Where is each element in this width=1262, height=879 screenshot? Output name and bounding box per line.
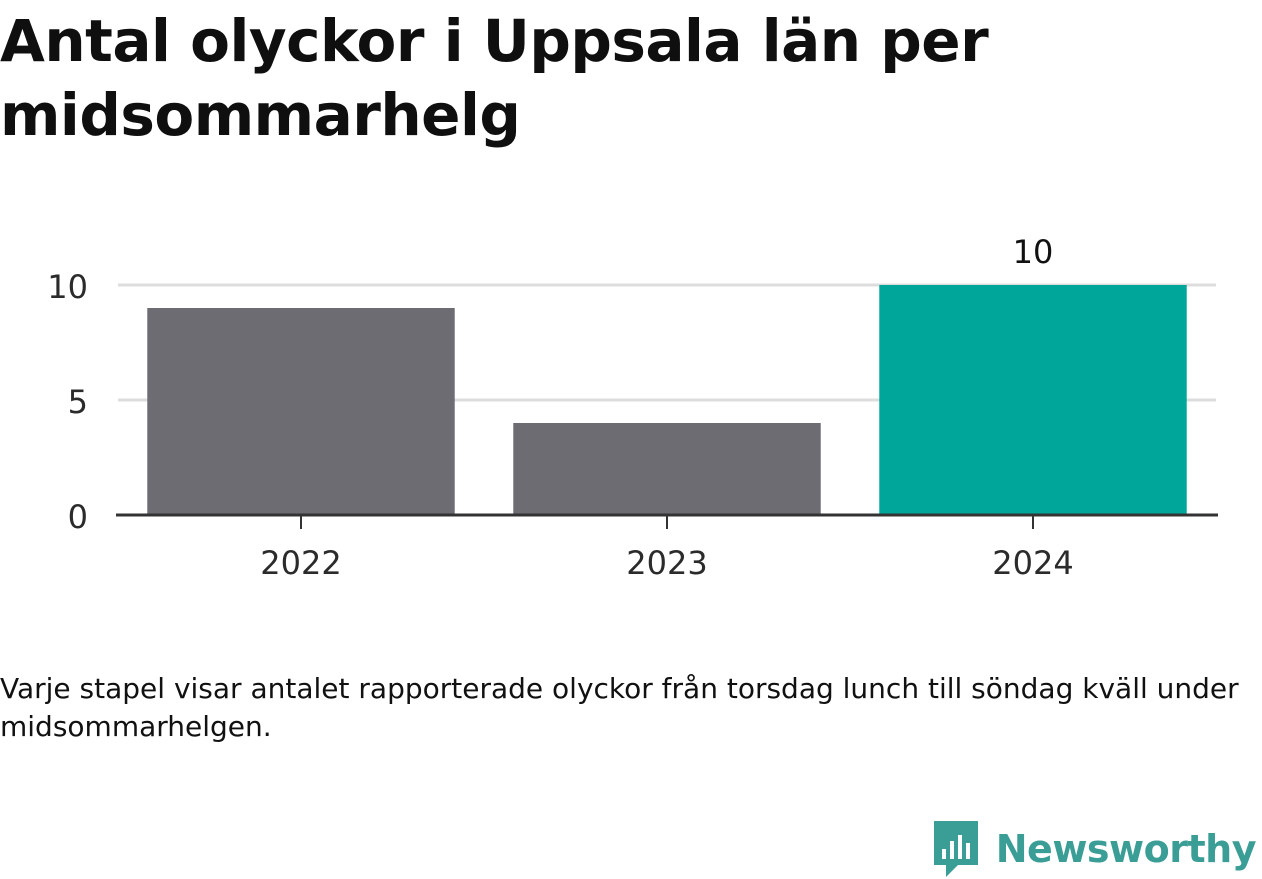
y-tick-label-0: 0 — [68, 498, 88, 536]
y-tick-label-5: 5 — [68, 383, 88, 421]
x-tick-label-2022: 2022 — [260, 544, 341, 582]
y-tick-label-10: 10 — [47, 268, 88, 306]
x-axis-tick-labels: 2022 2023 2024 — [260, 544, 1073, 582]
bars — [147, 285, 1187, 515]
chart-caption: Varje stapel visar antalet rapporterade … — [0, 672, 1239, 743]
x-tick-label-2023: 2023 — [626, 544, 707, 582]
bar-2023 — [513, 423, 821, 515]
bar-value-label: 10 — [1013, 233, 1054, 271]
bar-2022 — [147, 308, 455, 515]
brand-name: Newsworthy — [995, 827, 1257, 871]
brand-logo: Newsworthy — [932, 819, 1257, 879]
x-axis-ticks — [300, 515, 1034, 529]
chart-title: Antal olyckor i Uppsala län per midsomma… — [0, 7, 989, 149]
newsworthy-logo-icon — [933, 821, 978, 877]
bar-chart: 0 5 10 2022 2023 2024 10 — [47, 233, 1218, 582]
x-tick-label-2024: 2024 — [992, 544, 1073, 582]
y-axis-tick-labels: 0 5 10 — [47, 268, 88, 536]
bar-2024 — [879, 285, 1187, 515]
